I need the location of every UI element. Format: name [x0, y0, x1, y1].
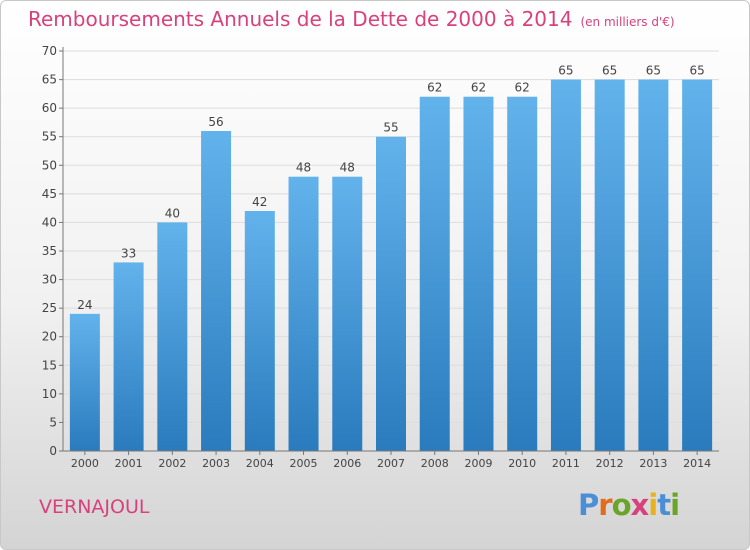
x-tick-label: 2013 — [639, 457, 667, 470]
x-tick-label: 2007 — [377, 457, 405, 470]
commune-name: VERNAJOUL — [39, 496, 150, 518]
y-tick-label: 25 — [42, 301, 57, 315]
bar-2011 — [550, 79, 581, 452]
bar-value-label: 65 — [689, 64, 704, 78]
logo-letter: t — [657, 488, 671, 522]
x-tick-label: 2004 — [246, 457, 274, 470]
labels: 0 5 10 15 20 25 30 35 40 45 50 55 60 65 70 24 2000 33 2001… — [42, 44, 711, 470]
chart-title: Remboursements Annuels de la Dette de 20… — [28, 7, 675, 31]
y-tick-label: 50 — [42, 158, 57, 172]
bar-value-label: 40 — [165, 206, 180, 220]
bar-value-label: 56 — [208, 115, 223, 129]
bar-2002 — [157, 222, 188, 451]
bar-2003 — [201, 131, 232, 451]
bar-value-label: 48 — [296, 161, 311, 175]
y-tick-label: 5 — [49, 415, 57, 429]
x-tick-label: 2003 — [202, 457, 230, 470]
y-tick-label: 20 — [42, 330, 57, 344]
y-tick-label: 70 — [42, 44, 57, 58]
logo-letter: P — [578, 488, 599, 522]
bar-2004 — [244, 211, 275, 451]
chart-title-text: Remboursements Annuels de la Dette de 20… — [28, 7, 573, 31]
y-tick-label: 30 — [42, 273, 57, 287]
x-tick-label: 2001 — [115, 457, 143, 470]
bar-value-label: 62 — [515, 81, 530, 95]
y-tick-label: 55 — [42, 130, 57, 144]
logo-letter: x — [630, 488, 650, 522]
logo-letter: r — [598, 488, 612, 522]
bar-value-label: 48 — [340, 161, 355, 175]
y-tick-label: 10 — [42, 387, 57, 401]
x-tick-label: 2009 — [464, 457, 492, 470]
bar-2008 — [419, 96, 450, 451]
axes — [59, 47, 719, 455]
y-tick-label: 65 — [42, 73, 57, 87]
y-tick-label: 15 — [42, 358, 57, 372]
x-tick-label: 2014 — [683, 457, 711, 470]
x-tick-label: 2012 — [596, 457, 624, 470]
logo-letter: o — [611, 488, 632, 522]
bar-2005 — [288, 176, 319, 451]
x-tick-label: 2006 — [333, 457, 361, 470]
y-tick-label: 40 — [42, 215, 57, 229]
chart-unit: (en milliers d'€) — [580, 15, 675, 29]
bar-2010 — [507, 96, 538, 451]
bar-value-label: 55 — [383, 121, 398, 135]
bar-value-label: 62 — [427, 81, 442, 95]
x-tick-label: 2002 — [158, 457, 186, 470]
bar-2013 — [638, 79, 669, 452]
bar-value-label: 33 — [121, 246, 136, 260]
x-tick-label: 2005 — [290, 457, 318, 470]
y-tick-label: 60 — [42, 101, 57, 115]
bar-2012 — [594, 79, 625, 452]
bar-2006 — [332, 176, 363, 451]
x-tick-label: 2008 — [421, 457, 449, 470]
bar-value-label: 24 — [77, 298, 92, 312]
y-tick-label: 35 — [42, 244, 57, 258]
bar-2007 — [376, 136, 406, 451]
bar-2000 — [69, 313, 100, 451]
bar-2009 — [463, 96, 494, 451]
bar-2014 — [682, 79, 713, 452]
bar-value-label: 65 — [646, 64, 661, 78]
logo-letter: i — [670, 488, 680, 522]
bar-value-label: 65 — [558, 64, 573, 78]
y-tick-label: 45 — [42, 187, 57, 201]
bar-value-label: 62 — [471, 81, 486, 95]
bar-value-label: 42 — [252, 195, 267, 209]
bar-2001 — [113, 262, 144, 451]
bars — [69, 79, 713, 452]
x-tick-label: 2000 — [71, 457, 99, 470]
x-tick-label: 2011 — [552, 457, 580, 470]
proxiti-logo: Proxiti — [578, 488, 680, 522]
bar-value-label: 65 — [602, 64, 617, 78]
logo-letter: i — [648, 488, 658, 522]
x-tick-label: 2010 — [508, 457, 536, 470]
y-tick-label: 0 — [49, 444, 57, 458]
